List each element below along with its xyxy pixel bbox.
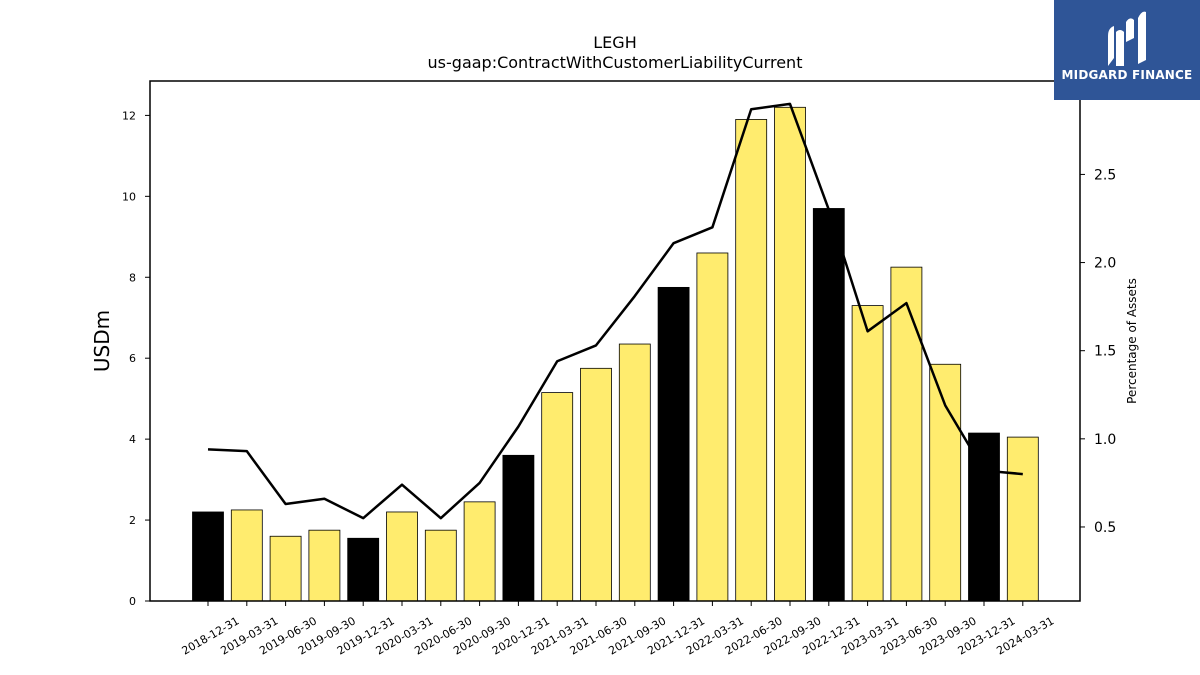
y2-tick-label-1.5: 1.5 <box>1094 344 1116 360</box>
y-tick-label-6: 6 <box>129 352 136 365</box>
bar-2020-03-31 <box>386 511 418 602</box>
bar-2021-03-31 <box>541 392 574 602</box>
bar-2022-09-30 <box>774 106 806 602</box>
bar-2022-06-30 <box>735 119 768 602</box>
bar-2023-12-31 <box>968 432 1000 602</box>
bar-2020-06-30 <box>424 529 457 602</box>
bar-2023-09-30 <box>929 363 962 602</box>
bar-2020-12-31 <box>502 454 535 602</box>
bar-2019-06-30 <box>269 535 302 602</box>
y-tick-label-2: 2 <box>129 514 136 527</box>
bar-2022-03-31 <box>696 252 729 602</box>
bar-2019-03-31 <box>230 509 263 602</box>
y2-tick-label-0.5: 0.5 <box>1094 520 1116 536</box>
bar-2019-12-31 <box>347 537 380 602</box>
plot-frame <box>149 80 1081 602</box>
y-tick-label-12: 12 <box>122 109 136 122</box>
bar-2023-03-31 <box>851 305 884 602</box>
y2-tick-label-2.0: 2.0 <box>1094 256 1116 272</box>
y-tick-label-4: 4 <box>129 433 136 446</box>
bar-2023-06-30 <box>890 266 923 602</box>
line-layer <box>207 102 1023 520</box>
y2-tick-label-1.0: 1.0 <box>1094 432 1116 448</box>
brand-logo-text: MIDGARD FINANCE <box>1061 68 1193 82</box>
bar-2019-09-30 <box>308 529 341 602</box>
bars-layer <box>192 106 1039 602</box>
bar-2021-09-30 <box>618 343 651 602</box>
bar-2022-12-31 <box>812 208 845 602</box>
y-tick-label-10: 10 <box>122 190 136 203</box>
y-tick-label-8: 8 <box>129 271 136 284</box>
brand-logo: MIDGARD FINANCE <box>1054 0 1200 100</box>
bar-2021-06-30 <box>580 367 612 602</box>
midgard-logo-icon <box>1108 11 1146 66</box>
bar-2020-09-30 <box>463 501 496 602</box>
y2-tick-label-2.5: 2.5 <box>1094 167 1116 183</box>
y-axis-label: USDm <box>90 310 114 372</box>
percentage-line <box>207 102 1023 520</box>
y-tick-label-0: 0 <box>129 595 136 608</box>
y2-axis-label: Percentage of Assets <box>1125 278 1139 404</box>
bar-2018-12-31 <box>192 511 224 602</box>
bar-2024-03-31 <box>1006 436 1039 602</box>
bar-2021-12-31 <box>657 286 690 602</box>
chart-subtitle: us-gaap:ContractWithCustomerLiabilityCur… <box>428 53 803 72</box>
chart-title: LEGH <box>593 33 636 52</box>
